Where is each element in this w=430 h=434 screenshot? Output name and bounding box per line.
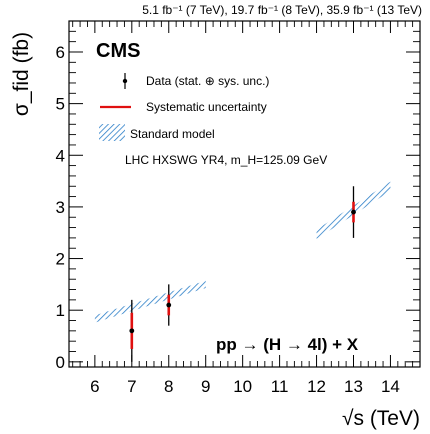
y-tick-label: 1	[56, 301, 65, 320]
svg-text:Standard model: Standard model	[130, 127, 215, 141]
plot-frame	[68, 20, 421, 368]
experiment-label: CMS	[96, 40, 140, 62]
x-tick-label: 9	[201, 377, 210, 396]
y-tick-label: 5	[56, 95, 65, 114]
x-tick-labels: 6 7 8 9 10 11 12 13 14	[90, 377, 400, 396]
legend: Data (stat. ⊕ sys. unc.) Systematic unce…	[99, 73, 327, 167]
data-marker	[166, 302, 172, 308]
y-axis-title: σ_fid (fb)	[10, 32, 33, 116]
x-tick-label: 8	[164, 377, 173, 396]
sm-bands	[94, 181, 391, 323]
lumi-label: 5.1 fb⁻¹ (7 TeV), 19.7 fb⁻¹ (8 TeV), 35.…	[142, 3, 422, 17]
data-marker	[129, 328, 135, 334]
data-point	[351, 186, 356, 238]
x-tick-label: 7	[127, 377, 136, 396]
data-points	[129, 186, 356, 362]
legend-entry-data: Data (stat. ⊕ sys. unc.)	[122, 73, 269, 89]
process-label: pp → (H → 4l) + X	[216, 335, 359, 354]
y-tick-labels: 0 1 2 3 4 5 6	[56, 43, 65, 372]
legend-note: LHC HXSWG YR4, m_H=125.09 GeV	[125, 153, 327, 167]
legend-entry-systematic: Systematic uncertainty	[100, 100, 267, 114]
svg-text:Data (stat. ⊕ sys. unc.): Data (stat. ⊕ sys. unc.)	[146, 74, 269, 88]
sm-band-0	[94, 280, 206, 323]
svg-text:Systematic uncertainty: Systematic uncertainty	[146, 100, 267, 114]
y-tick-label: 2	[56, 250, 65, 269]
x-axis-title: √s (TeV)	[342, 407, 420, 430]
data-point	[166, 284, 172, 326]
y-tick-label: 6	[56, 43, 65, 62]
x-tick-label: 6	[90, 377, 99, 396]
x-tick-label: 11	[271, 377, 289, 396]
data-marker	[351, 209, 356, 215]
y-tick-label: 4	[56, 146, 65, 165]
y-tick-label: 0	[56, 353, 65, 372]
legend-entry-sm: Standard model	[99, 124, 215, 141]
y-tick-label: 3	[56, 198, 65, 217]
data-point	[129, 299, 135, 362]
x-tick-label: 13	[344, 377, 363, 396]
x-tick-label: 10	[233, 377, 252, 396]
x-tick-label: 12	[307, 377, 326, 396]
x-tick-label: 14	[381, 377, 400, 396]
axis-ticks	[69, 20, 421, 367]
